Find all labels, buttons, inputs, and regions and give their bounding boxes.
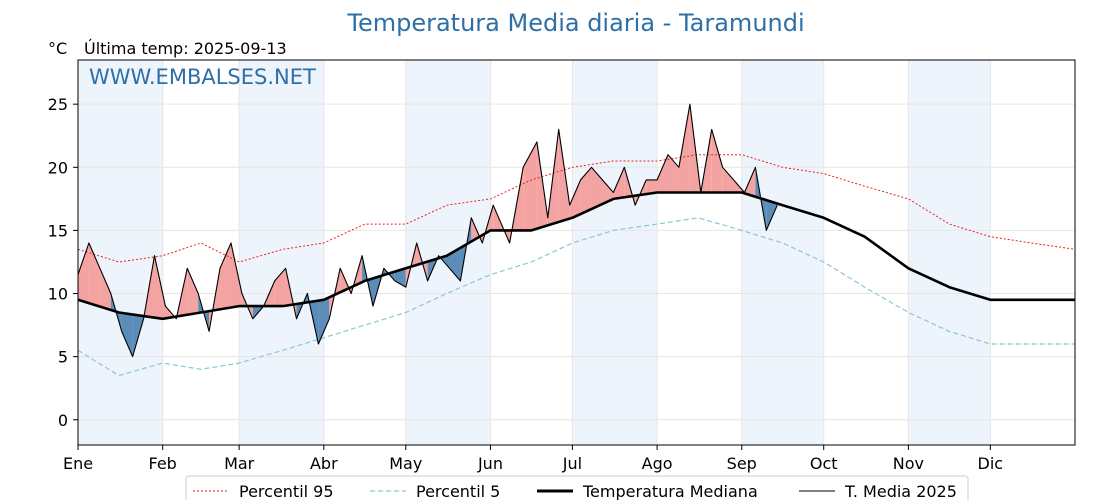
watermark: WWW.EMBALSES.NET [89, 65, 316, 89]
y-tick-label: 0 [58, 411, 68, 430]
legend-label-p5: Percentil 5 [416, 482, 500, 500]
plot-frame [77, 59, 1076, 446]
fill-above-median [558, 129, 570, 222]
legend-label-current: T. Media 2025 [844, 482, 957, 500]
chart-title: Temperatura Media diaria - Taramundi [346, 9, 804, 37]
fill-above-median [711, 129, 723, 193]
fill-above-median [657, 154, 669, 193]
series-lines [77, 103, 1076, 377]
legend-label-p95: Percentil 95 [239, 482, 334, 500]
fill-above-median [722, 167, 734, 193]
fill-above-median [602, 179, 614, 204]
p95-line [77, 154, 1076, 263]
x-tick-label-ago: Ago [642, 454, 673, 473]
month-shading [78, 60, 991, 445]
fill-above-median [591, 167, 603, 209]
x-tick-label-jul: Jul [562, 454, 582, 473]
y-tick-label: 25 [48, 95, 68, 114]
fill-above-median [230, 243, 242, 308]
x-tick-label-ene: Ene [63, 454, 93, 473]
last-temp-label: Última temp: 2025-09-13 [84, 39, 287, 58]
fill-above-median [220, 243, 231, 310]
fill-above-median [678, 104, 690, 193]
y-tick-label: 10 [48, 285, 68, 304]
unit-label: °C [48, 39, 67, 58]
y-axis: 0 5 10 15 20 25 [48, 95, 78, 430]
y-tick-label: 20 [48, 158, 68, 177]
fill-above-median [154, 255, 166, 319]
fill-below-median [318, 297, 330, 345]
legend: Percentil 95 Percentil 5 Temperatura Med… [185, 475, 969, 500]
month-shade-mar [239, 60, 324, 445]
median-line [77, 191, 1075, 321]
x-tick-label-dic: Dic [978, 454, 1004, 473]
x-tick-label-may: May [389, 454, 422, 473]
fill-above-median [187, 268, 199, 315]
month-shade-jul [572, 60, 658, 445]
x-tick-label-oct: Oct [810, 454, 838, 473]
y-tick-label: 5 [58, 348, 68, 367]
p5-line [77, 217, 1075, 377]
current-year-line [77, 103, 778, 358]
fill-above-median [88, 243, 100, 307]
fill-above-median [613, 167, 625, 199]
x-tick-label-nov: Nov [893, 454, 924, 473]
fill-above-median [523, 142, 537, 231]
legend-label-median: Temperatura Mediana [582, 482, 758, 500]
fill-below-median [449, 247, 461, 281]
fill-above-median [646, 179, 658, 195]
month-shade-nov [908, 60, 991, 445]
x-tick-label-feb: Feb [149, 454, 177, 473]
x-tick-label-sep: Sep [727, 454, 757, 473]
legend-box [185, 475, 969, 500]
fill-above-median [580, 167, 592, 214]
month-shade-sep [741, 60, 824, 445]
x-tick-label-abr: Abr [310, 454, 338, 473]
x-axis: Ene Feb Mar Abr May Jun Jul Ago Sep Oct Nov Dic [63, 445, 1003, 473]
fill-above-median [78, 243, 89, 304]
x-tick-label-jun: Jun [477, 454, 503, 473]
fill-above-median [569, 179, 581, 219]
y-tick-label: 15 [48, 221, 68, 240]
fill-above-median [99, 268, 111, 310]
x-tick-label-mar: Mar [224, 454, 255, 473]
fill-below-median [121, 312, 133, 357]
